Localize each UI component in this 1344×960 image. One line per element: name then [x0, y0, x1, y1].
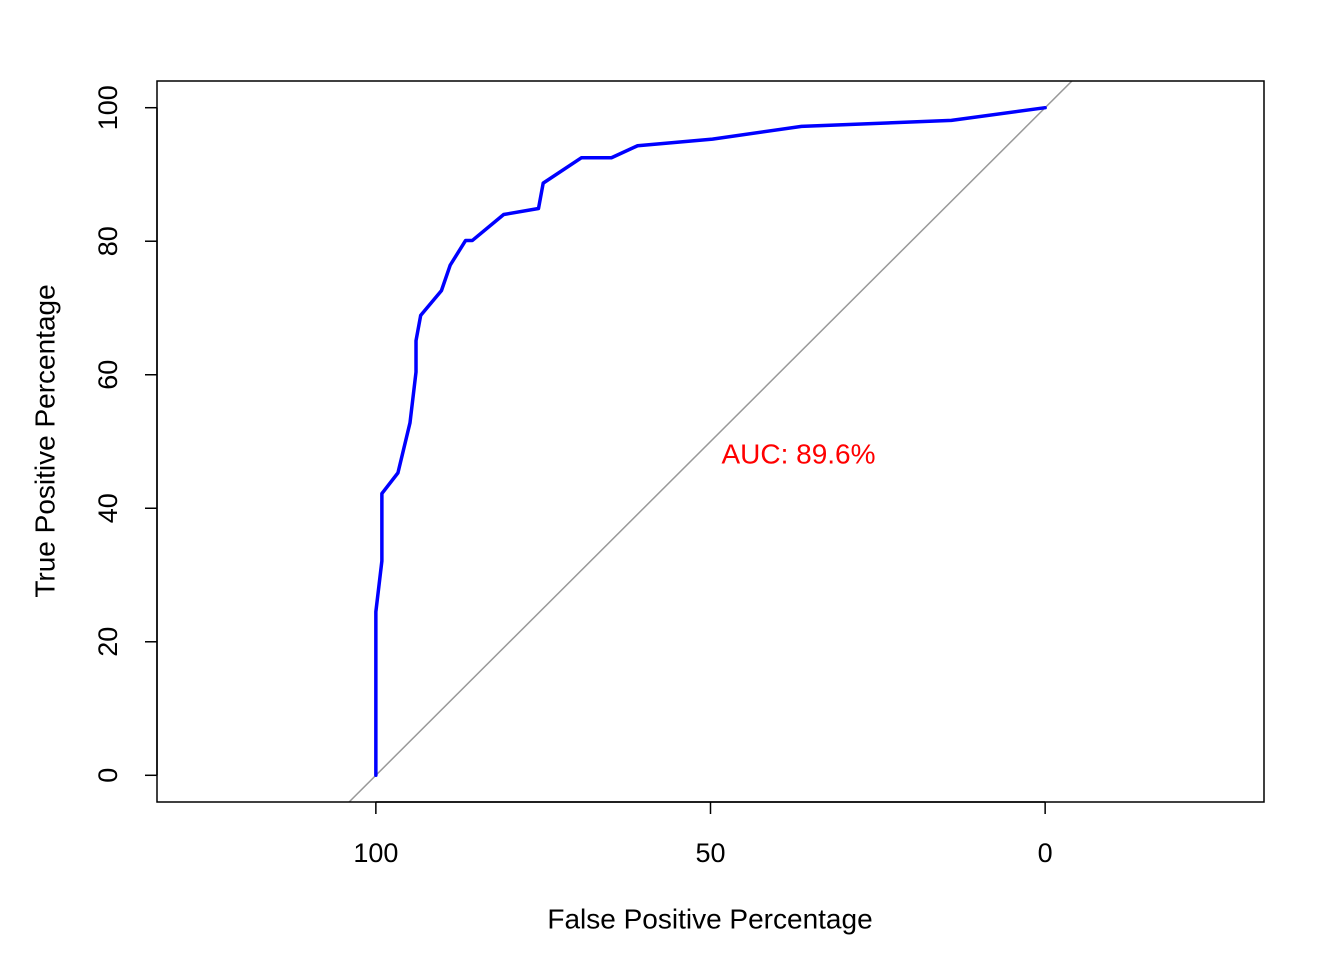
- y-tick-label: 20: [93, 627, 123, 657]
- x-tick-label: 50: [695, 838, 725, 868]
- y-tick-label: 0: [93, 768, 123, 783]
- y-tick-label: 100: [93, 85, 123, 130]
- roc-curve-line: [374, 105, 1047, 778]
- x-tick-label: 100: [353, 838, 398, 868]
- reference-layer: [348, 81, 1073, 802]
- x-axis-title: False Positive Percentage: [547, 904, 872, 935]
- reference-diagonal-line: [348, 81, 1073, 802]
- series-layer: [374, 105, 1047, 778]
- y-axis-title: True Positive Percentage: [30, 284, 61, 597]
- y-tick-label: 40: [93, 493, 123, 523]
- auc-annotation: AUC: 89.6%: [721, 438, 875, 469]
- y-tick-label: 80: [93, 226, 123, 256]
- y-axis: 0 20 40 60 80 100: [93, 85, 158, 783]
- y-tick-label: 60: [93, 360, 123, 390]
- x-tick-label: 0: [1038, 838, 1053, 868]
- x-axis: 100 50 0: [353, 801, 1053, 868]
